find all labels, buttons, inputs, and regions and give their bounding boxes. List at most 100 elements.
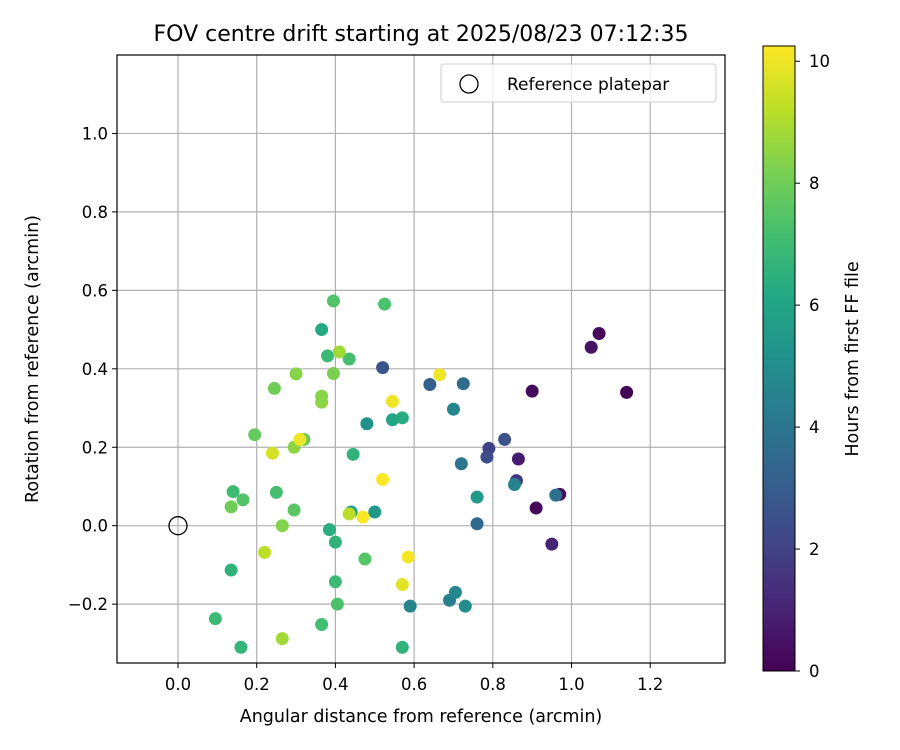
plot-frame [116,54,726,664]
data-point [549,488,563,502]
data-point [224,500,238,514]
data-point [525,384,539,398]
x-axis-label: Angular distance from reference (arcmin) [240,707,603,727]
y-tick-label: −0.2 [68,595,108,614]
data-point [342,507,356,521]
data-point [360,417,374,431]
data-point [267,381,281,395]
data-point [248,428,262,442]
data-point [287,503,301,517]
data-point [326,367,340,381]
data-point [265,446,279,460]
data-point [395,411,409,425]
data-point [378,297,392,311]
x-tick-label: 0.4 [322,675,348,694]
data-point [584,340,598,354]
data-point [224,563,238,577]
colorbar-tick-label: 0 [809,662,820,681]
data-point [401,550,415,564]
data-point [315,323,329,337]
data-point [330,597,344,611]
data-point [376,361,390,375]
data-point [448,585,462,599]
data-point [446,402,460,416]
x-tick-label: 1.2 [637,675,663,694]
data-point [269,485,283,499]
y-tick-label: 0.4 [82,360,108,379]
legend-label: Reference platepar [507,75,669,95]
data-points [208,294,634,654]
data-point [342,352,356,366]
data-point [289,367,303,381]
data-point [395,578,409,592]
data-point [507,478,521,492]
y-axis-ticks: −0.2 0.0 0.2 0.4 0.6 0.8 1.0 [68,124,117,614]
data-point [395,640,409,654]
legend: Reference platepar [440,63,717,103]
data-point [275,632,289,646]
data-point [321,349,335,363]
data-point [458,599,472,613]
data-point [454,457,468,471]
x-tick-label: 0.6 [401,675,427,694]
data-point [620,385,634,399]
data-point [258,545,272,559]
data-point [315,389,329,403]
colorbar-gradient [762,45,796,672]
y-tick-label: 0.0 [82,517,108,536]
data-point [315,618,329,632]
data-point [346,447,360,461]
x-axis-ticks: 0.0 0.2 0.4 0.6 0.8 1.0 1.2 [165,663,663,694]
data-point [326,294,340,308]
data-point [433,368,447,382]
data-point [236,493,250,507]
data-point [423,377,437,391]
data-point [470,517,484,531]
data-point [511,452,525,466]
colorbar-tick-label: 2 [809,540,820,559]
y-tick-label: 0.2 [82,438,108,457]
data-point [356,510,370,524]
legend-marker [459,74,479,94]
data-point [332,345,346,359]
colorbar-ticks: 0 2 4 6 8 10 [795,52,830,681]
colorbar-label: Hours from first FF file [843,261,863,456]
data-point [470,490,484,504]
data-point [403,599,417,613]
data-point [385,394,399,408]
x-tick-label: 1.0 [558,675,584,694]
data-point [480,450,494,464]
y-tick-label: 0.8 [82,203,108,222]
y-axis-label: Rotation from reference (arcmin) [23,215,43,503]
data-point [498,432,512,446]
y-tick-label: 0.6 [82,281,108,300]
data-point [358,552,372,566]
y-tick-label: 1.0 [82,124,108,143]
data-point [368,505,382,519]
data-point [293,432,307,446]
data-point [234,640,248,654]
data-point [275,519,289,533]
data-point [328,535,342,549]
data-point [328,575,342,589]
colorbar-tick-label: 8 [809,174,820,193]
colorbar: 0 2 4 6 8 10 Hours from first FF file [762,45,863,681]
x-tick-label: 0.0 [165,675,191,694]
grid-lines [117,55,725,663]
data-point [323,523,337,537]
colorbar-tick-label: 4 [809,418,820,437]
data-point [592,327,606,341]
x-tick-label: 0.8 [480,675,506,694]
reference-platepar-marker [168,516,188,536]
colorbar-tick-label: 6 [809,296,820,315]
colorbar-tick-label: 10 [809,52,830,71]
data-point [226,485,240,499]
data-point [208,612,222,626]
legend-box [440,63,717,103]
x-tick-label: 0.2 [244,675,270,694]
data-point [376,472,390,486]
data-point [456,377,470,391]
chart-title: FOV centre drift starting at 2025/08/23 … [154,22,689,47]
data-point [545,537,559,551]
